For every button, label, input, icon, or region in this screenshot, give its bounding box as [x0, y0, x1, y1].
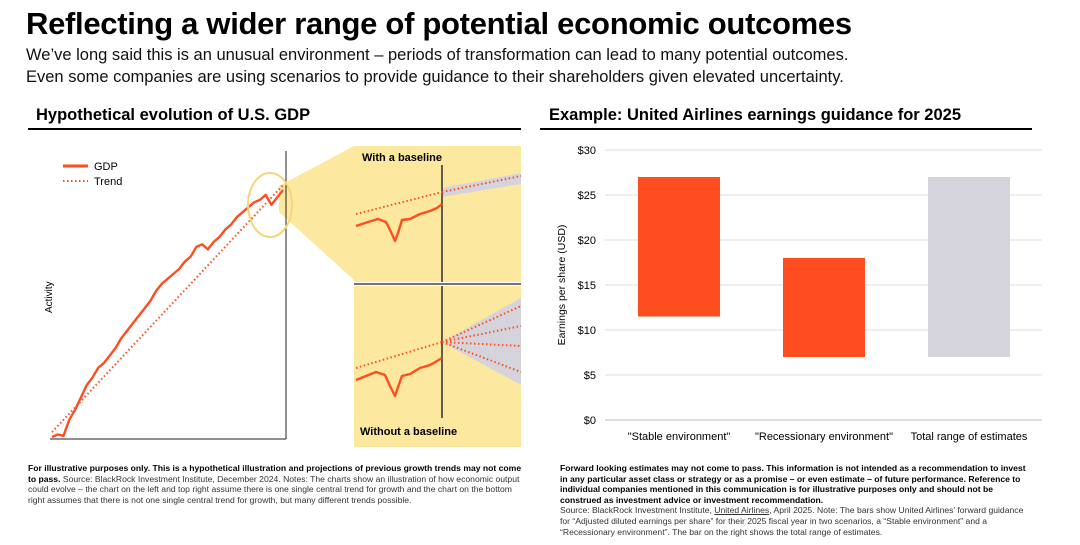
left-panel-rule [28, 128, 521, 130]
bar-marks [638, 177, 1010, 357]
inset-top-label: With a baseline [362, 152, 442, 164]
bar-y-axis-label: Earnings per share (USD) [556, 225, 568, 346]
united-airlines-link[interactable]: United Airlines [714, 505, 770, 516]
legend-gdp-label: GDP [94, 161, 118, 173]
x-tick-label: "Stable environment" [628, 431, 731, 443]
right-footnote-text-b: , April 2025. Note: The bars show United… [560, 505, 1024, 537]
inset-bottom-trend-history [355, 341, 443, 369]
bar-2 [928, 177, 1010, 357]
inset-top-panel [354, 146, 521, 282]
y-tick-label: $25 [578, 190, 596, 202]
gdp-y-axis-label: Activity [44, 281, 55, 313]
right-footnote-text-a: Source: BlackRock Investment Institute, [560, 505, 715, 516]
left-panel-title: Hypothetical evolution of U.S. GDP [36, 106, 311, 124]
inset-bottom-range-cone [442, 298, 521, 385]
inset-top-gdp-line [355, 203, 443, 243]
inset-top-trend-history [355, 191, 443, 215]
bar-y-tick-labels: $0 $5 $10 $15 $20 $25 $30 [578, 145, 596, 427]
subtitle-line-2: Even some companies are using scenarios … [26, 68, 844, 86]
right-footnote-bold: Forward looking estimates may not come t… [560, 463, 1026, 505]
subtitle-line-1: We’ve long said this is an unusual envir… [26, 46, 849, 64]
page-title: Reflecting a wider range of potential ec… [26, 6, 852, 41]
left-footnote-text: Source: BlackRock Investment Institute, … [28, 473, 520, 505]
x-tick-label: Total range of estimates [911, 431, 1028, 443]
y-tick-label: $0 [584, 415, 596, 427]
inset-bottom-trend-fan-2 [441, 325, 522, 343]
inset-bottom-trend-fan-3 [441, 341, 522, 347]
series-trend-line [51, 184, 284, 433]
right-panel-rule [540, 128, 1032, 130]
inset-bottom-trend-fan-1 [441, 305, 522, 343]
zoom-circle [247, 172, 293, 238]
y-tick-label: $20 [578, 235, 596, 247]
inset-without-baseline: Without a baseline [355, 286, 522, 438]
x-tick-label: "Recessionary environment" [755, 431, 893, 443]
bar-0 [638, 177, 720, 317]
series-gdp-line [51, 189, 284, 439]
right-footnote: Forward looking estimates may not come t… [560, 463, 1035, 537]
bar-1 [783, 258, 865, 357]
bar-x-tick-labels: "Stable environment" "Recessionary enviro… [628, 431, 1028, 443]
inset-bottom-label: Without a baseline [360, 426, 457, 438]
zoom-wedge [279, 146, 354, 280]
y-tick-label: $30 [578, 145, 596, 157]
gdp-series-group [51, 184, 284, 439]
y-tick-label: $15 [578, 280, 596, 292]
inset-top-trend-forecast [441, 175, 522, 193]
right-panel-title: Example: United Airlines earnings guidan… [549, 106, 962, 124]
left-footnote-bold: For illustrative purposes only. This is … [28, 463, 522, 484]
y-tick-label: $5 [584, 370, 596, 382]
y-tick-label: $10 [578, 325, 596, 337]
legend-trend-label: Trend [94, 176, 122, 188]
left-footnote: For illustrative purposes only. This is … [28, 463, 528, 505]
inset-bottom-gdp-line [355, 356, 443, 398]
inset-with-baseline: With a baseline [355, 152, 522, 282]
